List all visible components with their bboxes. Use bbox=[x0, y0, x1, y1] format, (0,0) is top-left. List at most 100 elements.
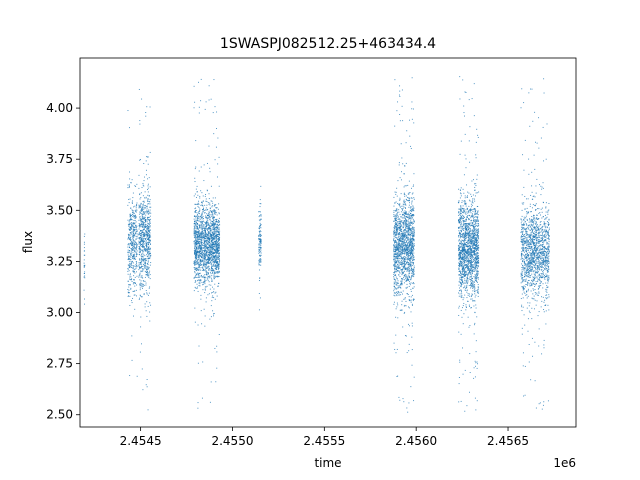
data-point bbox=[129, 213, 131, 215]
data-point bbox=[133, 279, 135, 281]
data-point bbox=[410, 246, 412, 248]
data-point bbox=[217, 271, 218, 273]
data-point bbox=[138, 265, 140, 267]
data-point bbox=[204, 231, 206, 233]
data-point bbox=[400, 244, 402, 246]
data-point bbox=[135, 289, 137, 291]
data-point bbox=[193, 252, 195, 254]
data-point bbox=[139, 244, 141, 246]
data-point bbox=[139, 224, 141, 226]
data-point bbox=[409, 214, 411, 216]
data-point bbox=[399, 309, 401, 311]
data-point bbox=[217, 276, 219, 278]
data-point bbox=[204, 230, 206, 232]
data-point bbox=[408, 234, 410, 236]
data-point bbox=[218, 264, 220, 266]
data-point bbox=[132, 254, 134, 256]
data-point bbox=[209, 288, 211, 290]
data-point bbox=[198, 231, 200, 233]
data-point bbox=[204, 249, 206, 251]
data-point bbox=[203, 250, 205, 252]
data-point bbox=[130, 226, 132, 228]
data-point bbox=[197, 232, 199, 234]
data-point bbox=[131, 248, 133, 250]
data-point bbox=[140, 197, 142, 199]
data-point bbox=[393, 246, 395, 248]
data-point bbox=[194, 240, 196, 242]
data-point bbox=[212, 210, 214, 212]
data-point bbox=[148, 210, 150, 212]
data-point bbox=[146, 269, 148, 271]
data-point bbox=[219, 259, 221, 261]
data-point bbox=[405, 204, 407, 206]
data-point bbox=[207, 257, 209, 259]
data-point bbox=[211, 286, 213, 288]
data-point bbox=[212, 239, 214, 241]
data-point bbox=[407, 263, 409, 265]
data-point bbox=[410, 206, 412, 208]
data-point bbox=[410, 301, 412, 303]
data-point bbox=[401, 239, 403, 241]
data-point bbox=[138, 236, 140, 238]
data-point bbox=[202, 218, 204, 220]
data-point bbox=[216, 245, 218, 247]
data-point bbox=[194, 248, 196, 250]
data-point bbox=[413, 286, 415, 288]
data-point bbox=[217, 227, 219, 229]
data-point bbox=[215, 266, 217, 268]
data-point bbox=[203, 207, 204, 209]
data-point bbox=[147, 294, 149, 296]
data-point bbox=[131, 244, 133, 246]
data-point bbox=[394, 264, 396, 266]
data-point bbox=[199, 258, 201, 260]
data-point bbox=[408, 215, 410, 217]
data-point bbox=[193, 234, 195, 236]
data-point bbox=[204, 108, 206, 110]
data-point bbox=[207, 263, 209, 264]
data-point bbox=[399, 223, 401, 225]
data-point bbox=[205, 269, 207, 271]
data-point bbox=[208, 239, 210, 241]
data-point bbox=[394, 348, 396, 350]
data-point bbox=[216, 243, 218, 245]
data-point bbox=[470, 268, 472, 270]
data-point bbox=[212, 232, 214, 234]
data-point bbox=[412, 299, 414, 301]
data-point bbox=[129, 295, 131, 297]
data-point bbox=[259, 277, 261, 279]
data-point bbox=[477, 134, 479, 136]
data-point bbox=[203, 250, 205, 252]
data-point bbox=[200, 269, 202, 271]
data-point bbox=[195, 237, 197, 239]
data-point bbox=[407, 236, 409, 238]
data-point bbox=[401, 237, 403, 239]
data-point bbox=[214, 259, 216, 261]
data-point bbox=[218, 228, 220, 230]
data-point bbox=[213, 273, 215, 275]
data-point bbox=[399, 253, 401, 255]
data-point bbox=[402, 257, 404, 259]
data-point bbox=[147, 222, 149, 224]
data-point bbox=[200, 241, 202, 243]
data-point bbox=[214, 106, 216, 108]
data-point bbox=[409, 234, 411, 236]
data-point bbox=[204, 228, 206, 230]
data-point bbox=[128, 127, 130, 129]
data-point bbox=[411, 197, 413, 199]
data-point bbox=[259, 211, 261, 213]
data-point bbox=[409, 223, 411, 225]
data-point bbox=[195, 258, 197, 260]
data-point bbox=[412, 185, 414, 187]
data-point bbox=[217, 268, 219, 269]
data-point bbox=[393, 273, 395, 275]
data-point bbox=[474, 240, 476, 242]
data-point bbox=[147, 231, 149, 233]
data-point bbox=[200, 252, 202, 254]
data-point bbox=[144, 265, 146, 267]
data-point bbox=[211, 258, 213, 260]
data-point bbox=[215, 233, 217, 235]
data-point bbox=[408, 197, 410, 199]
data-point bbox=[411, 222, 413, 224]
data-point bbox=[405, 212, 407, 214]
data-point bbox=[397, 285, 399, 287]
